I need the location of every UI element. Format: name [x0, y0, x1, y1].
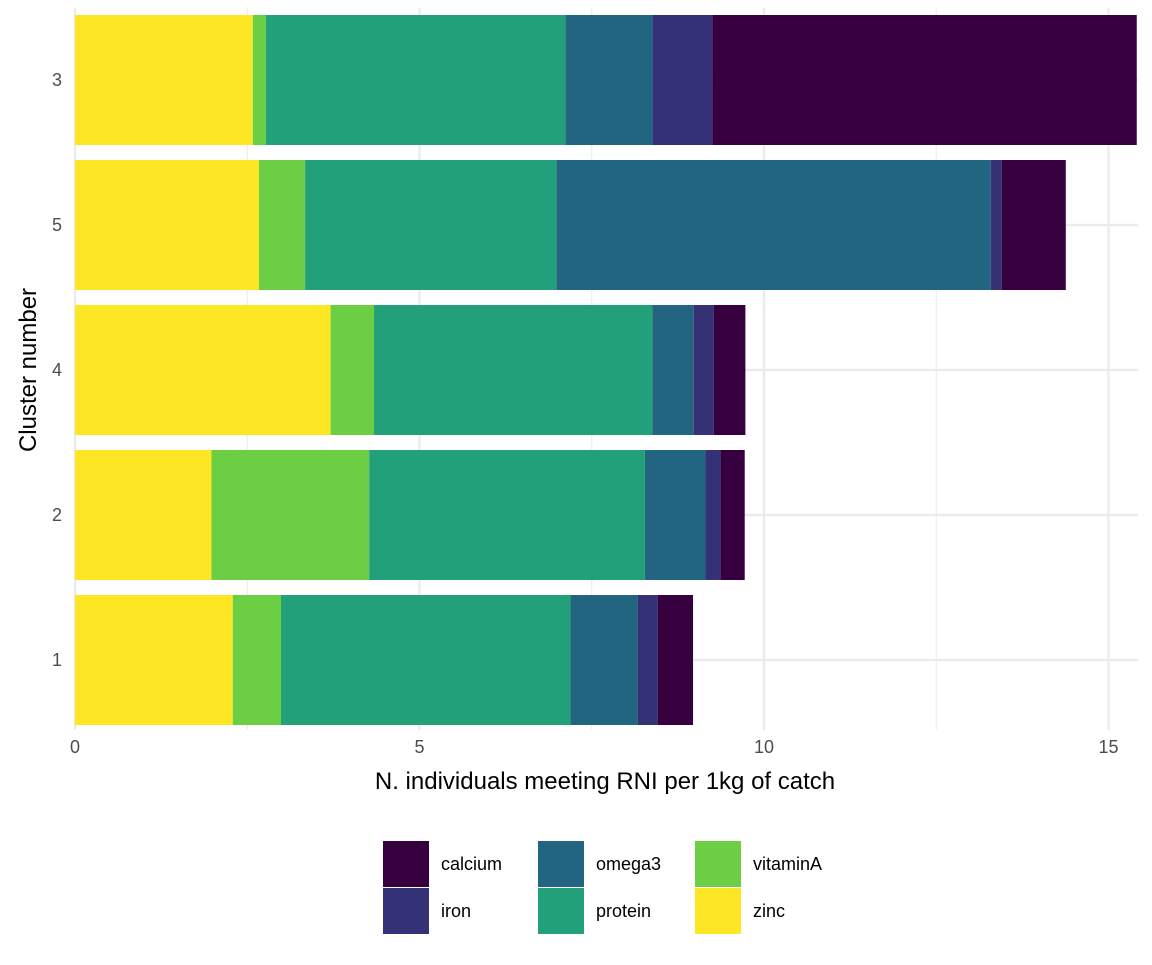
x-tick-label: 10	[754, 737, 774, 757]
legend: calcium iron omega3 protein vitaminA zinc	[383, 841, 822, 934]
y-tick-label: 2	[52, 505, 62, 525]
bar-segment-zinc-cluster-2	[75, 450, 212, 580]
bar-segment-protein-cluster-2	[369, 450, 645, 580]
bar-segment-calcium-cluster-4	[713, 305, 746, 435]
bar-segment-zinc-cluster-3	[75, 15, 253, 145]
x-tick-label: 0	[70, 737, 80, 757]
legend-label-calcium: calcium	[441, 854, 502, 874]
bar-segment-protein-cluster-5	[305, 160, 557, 290]
legend-label-iron: iron	[441, 901, 471, 921]
bar-segment-vitaminA-cluster-5	[258, 160, 306, 290]
bar-segment-omega3-cluster-4	[652, 305, 694, 435]
bar-segment-iron-cluster-2	[705, 450, 721, 580]
y-tick-labels: 3 5 4 2 1	[52, 70, 62, 670]
legend-item-calcium: calcium	[383, 841, 502, 887]
bar-segment-vitaminA-cluster-2	[211, 450, 370, 580]
bars-layer	[75, 15, 1137, 725]
bar-segment-vitaminA-cluster-4	[330, 305, 375, 435]
bar-segment-iron-cluster-5	[990, 160, 1002, 290]
legend-label-omega3: omega3	[596, 854, 661, 874]
y-axis-title: Cluster number	[15, 288, 42, 452]
legend-key-iron	[383, 888, 429, 934]
legend-key-zinc	[695, 888, 741, 934]
y-tick-label: 5	[52, 215, 62, 235]
bar-segment-zinc-cluster-5	[75, 160, 259, 290]
legend-item-vitaminA: vitaminA	[695, 841, 822, 887]
bar-segment-vitaminA-cluster-3	[252, 15, 266, 145]
bar-segment-zinc-cluster-4	[75, 305, 331, 435]
legend-item-protein: protein	[538, 888, 651, 934]
legend-label-protein: protein	[596, 901, 651, 921]
legend-key-omega3	[538, 841, 584, 887]
bar-segment-protein-cluster-4	[374, 305, 653, 435]
legend-key-protein	[538, 888, 584, 934]
bar-segment-calcium-cluster-3	[712, 15, 1137, 145]
legend-key-calcium	[383, 841, 429, 887]
bar-segment-calcium-cluster-1	[657, 595, 694, 725]
x-axis-title: N. individuals meeting RNI per 1kg of ca…	[375, 768, 835, 795]
bar-segment-omega3-cluster-5	[556, 160, 991, 290]
x-tick-label: 5	[414, 737, 424, 757]
bar-segment-omega3-cluster-3	[565, 15, 653, 145]
x-tick-label: 15	[1098, 737, 1118, 757]
legend-item-iron: iron	[383, 888, 471, 934]
x-tick-labels: 0 5 10 15	[70, 737, 1119, 757]
bar-segment-vitaminA-cluster-1	[232, 595, 282, 725]
y-tick-label: 1	[52, 650, 62, 670]
bar-segment-calcium-cluster-2	[720, 450, 745, 580]
legend-label-zinc: zinc	[753, 901, 785, 921]
bar-segment-omega3-cluster-2	[644, 450, 706, 580]
bar-segment-calcium-cluster-5	[1001, 160, 1066, 290]
legend-item-zinc: zinc	[695, 888, 785, 934]
bar-segment-iron-cluster-1	[637, 595, 658, 725]
bar-segment-zinc-cluster-1	[75, 595, 233, 725]
bar-segment-protein-cluster-3	[265, 15, 566, 145]
bar-segment-omega3-cluster-1	[570, 595, 638, 725]
y-tick-label: 3	[52, 70, 62, 90]
legend-key-vitaminA	[695, 841, 741, 887]
legend-item-omega3: omega3	[538, 841, 661, 887]
bar-segment-iron-cluster-3	[652, 15, 713, 145]
bar-segment-protein-cluster-1	[281, 595, 571, 725]
bar-segment-iron-cluster-4	[693, 305, 714, 435]
legend-label-vitaminA: vitaminA	[753, 854, 822, 874]
y-tick-label: 4	[52, 360, 62, 380]
